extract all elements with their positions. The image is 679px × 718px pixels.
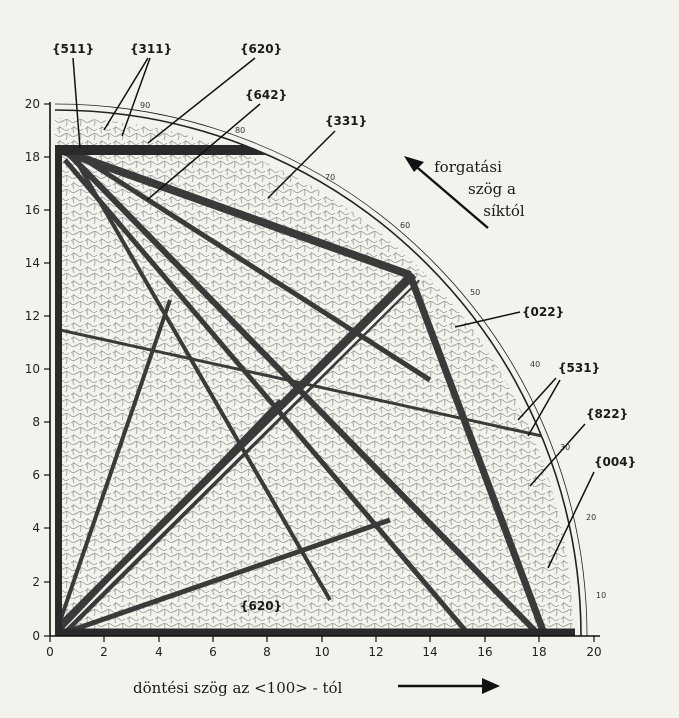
plane-label-511: {511}	[52, 42, 94, 56]
rotation-arrow-head	[404, 156, 424, 172]
band-f	[55, 517, 391, 636]
x-tick-label: 10	[314, 645, 329, 659]
rotation-label-line3: síktól	[483, 202, 525, 220]
y-tick-label: 16	[25, 203, 40, 217]
y-axis: 0 2 4 6 8 10 12 14 16 18 20	[25, 97, 50, 643]
planar-bands	[55, 145, 575, 636]
arc-scale-label: 40	[530, 360, 540, 369]
plane-label-331: {331}	[325, 114, 367, 128]
plane-label-620-bottom: {620}	[240, 599, 282, 613]
y-tick-label: 2	[32, 575, 40, 589]
y-tick-label: 18	[25, 150, 40, 164]
x-tick-label: 16	[477, 645, 492, 659]
y-tick-label: 0	[32, 629, 40, 643]
x-tick-label: 12	[368, 645, 383, 659]
x-tick-label: 20	[586, 645, 601, 659]
plane-label-642: {642}	[245, 88, 287, 102]
band-c	[68, 147, 432, 383]
plane-label-531: {531}	[558, 361, 600, 375]
y-tick-label: 6	[32, 468, 40, 482]
plane-label-620-top: {620}	[240, 42, 282, 56]
plane-annotations: {511} {311} {620} {642} {331} {022} {531…	[52, 42, 636, 613]
band-a	[62, 147, 543, 636]
arc-scale-label: 90	[140, 101, 150, 110]
arc-scale-label: 80	[235, 126, 245, 135]
band-e	[55, 299, 172, 636]
y-tick-label: 4	[32, 521, 40, 535]
x-tick-label: 18	[531, 645, 546, 659]
x-tick-label: 4	[155, 645, 163, 659]
band-j	[58, 146, 412, 279]
y-tick-label: 12	[25, 309, 40, 323]
arc-scale-label: 10	[596, 591, 606, 600]
plane-label-822: {822}	[586, 407, 628, 421]
rotation-caption: forgatási szög a síktól	[404, 156, 525, 229]
y-tick-label: 8	[32, 415, 40, 429]
x-axis-caption: döntési szög az <100> - tól	[133, 678, 500, 697]
plane-label-311: {311}	[130, 42, 172, 56]
outer-arc	[54, 109, 582, 637]
rotation-label-line2: szög a	[468, 180, 516, 198]
y-tick-label: 20	[25, 97, 40, 111]
y-tick-label: 10	[25, 362, 40, 376]
x-tick-label: 6	[209, 645, 217, 659]
x-tick-label: 14	[422, 645, 437, 659]
arc-scale-label: 50	[470, 288, 480, 297]
band-h	[406, 273, 549, 636]
rotation-label-line1: forgatási	[434, 158, 502, 176]
arc-scale-label: 20	[586, 513, 596, 522]
x-tick-label: 2	[100, 645, 108, 659]
arc-scale-label: 60	[400, 221, 410, 230]
band-i	[59, 328, 561, 442]
x-axis-title: döntési szög az <100> - tól	[133, 679, 343, 697]
rotation-arrow-shaft	[411, 162, 489, 229]
band-d	[68, 148, 332, 602]
y-tick-label: 14	[25, 256, 40, 270]
plane-label-022: {022}	[522, 305, 564, 319]
x-tick-label: 8	[263, 645, 271, 659]
x-axis-arrow-head	[482, 678, 500, 694]
outer-scale-arc	[54, 103, 588, 637]
plane-label-004: {004}	[594, 455, 636, 469]
band-g	[55, 398, 282, 636]
x-axis: 0 2 4 6 8 10 12 14 16 18 20	[46, 636, 602, 659]
arc-scale-label: 70	[325, 173, 335, 182]
band-b	[63, 158, 472, 636]
x-tick-label: 0	[46, 645, 54, 659]
